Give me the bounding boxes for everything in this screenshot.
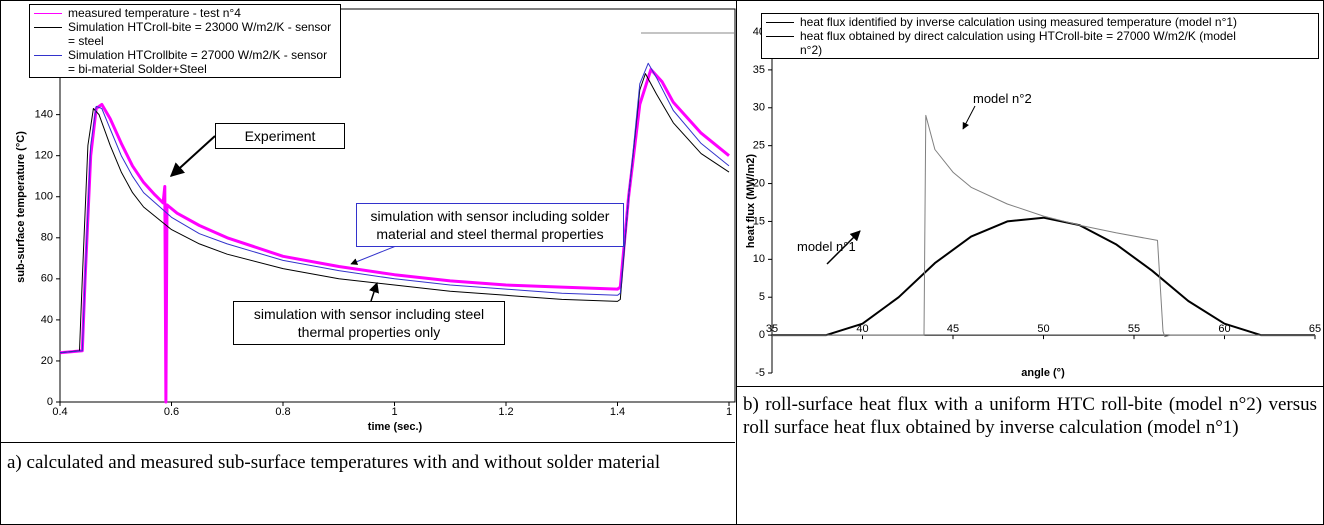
x-tick-label: 0.4 (52, 406, 67, 418)
y-tick-label: 35 (753, 64, 765, 76)
legend-swatch (34, 55, 62, 56)
x-tick-label: 1 (391, 406, 397, 418)
y-tick-label: 30 (753, 102, 765, 114)
x-tick-label: 45 (947, 323, 959, 335)
series-line (59, 68, 730, 404)
series-line (772, 216, 1315, 337)
legend-swatch (766, 22, 794, 23)
x-tick-label: 1 (726, 406, 732, 418)
arrow (369, 282, 379, 302)
y-tick-label: 20 (753, 177, 765, 189)
x-tick-label: 65 (1309, 323, 1321, 335)
x-axis-title: time (sec.) (368, 421, 423, 433)
y-axis-title: heat flux (MW/m2) (745, 154, 757, 248)
y-tick-label: 10 (753, 253, 765, 265)
x-tick-label: 0.6 (164, 406, 179, 418)
x-tick-label: 35 (766, 323, 778, 335)
y-tick-label: 0 (759, 329, 765, 341)
x-tick-label: 50 (1037, 323, 1049, 335)
series-line (772, 114, 1315, 338)
y-tick-label: 25 (753, 140, 765, 152)
series-line (59, 62, 730, 354)
legend: heat flux identified by inverse calculat… (761, 13, 1319, 59)
annotation: Experiment (215, 123, 345, 149)
legend-label: heat flux obtained by direct calculation… (800, 29, 1236, 57)
x-tick-label: 1.4 (610, 406, 625, 418)
arrow (169, 135, 216, 177)
annotation: simulation with sensor including steel t… (233, 301, 505, 345)
y-tick-label: 40 (41, 314, 53, 326)
x-axis-title: angle (°) (1021, 367, 1065, 379)
x-tick-label: 55 (1128, 323, 1140, 335)
y-axis-title: sub-surface temperature (°C) (15, 131, 27, 283)
y-tick-label: 100 (35, 191, 53, 203)
caption: b) roll-surface heat flux with a uniform… (737, 386, 1323, 439)
legend-item: Simulation HTCrollbite = 27000 W/m2/K - … (34, 48, 336, 76)
y-tick-label: 80 (41, 232, 53, 244)
chart-a: 0204060801001201401600.40.60.811.21.41su… (15, 8, 736, 433)
legend-swatch (766, 36, 794, 37)
legend-label: Simulation HTCroll-bite = 23000 W/m2/K -… (68, 20, 332, 48)
legend-label: Simulation HTCrollbite = 27000 W/m2/K - … (68, 48, 328, 76)
legend-label: measured temperature - test n°4 (68, 6, 241, 20)
legend-label: heat flux identified by inverse calculat… (800, 15, 1238, 29)
legend-item: heat flux identified by inverse calculat… (766, 15, 1314, 29)
x-tick-label: 1.2 (498, 406, 513, 418)
legend-item: heat flux obtained by direct calculation… (766, 29, 1314, 57)
arrow (826, 230, 861, 265)
caption: a) calculated and measured sub-surface t… (1, 442, 735, 474)
y-tick-label: 0 (47, 396, 53, 408)
x-tick-label: 60 (1218, 323, 1230, 335)
panel-a: 0204060801001201401600.40.60.811.21.41su… (1, 1, 737, 524)
legend-item: measured temperature - test n°4 (34, 6, 336, 20)
y-tick-label: 60 (41, 273, 53, 285)
legend-swatch (34, 13, 62, 14)
annotation: simulation with sensor including solder … (356, 203, 624, 247)
annotation: model n°1 (797, 239, 856, 254)
y-tick-label: 140 (35, 109, 53, 121)
y-tick-label: 5 (759, 291, 765, 303)
panel-b: -5 0 5 10 15 20 25 30 35 40 35 40 45 50 55 60 65 heat flu… (737, 1, 1323, 524)
x-tick-label: 0.8 (275, 406, 290, 418)
legend-swatch (34, 27, 62, 28)
legend: measured temperature - test n°4 Simulatio… (29, 4, 341, 78)
series-line (59, 73, 730, 354)
arrow (962, 105, 976, 130)
legend-item: Simulation HTCroll-bite = 23000 W/m2/K -… (34, 20, 336, 48)
annotation: model n°2 (973, 91, 1032, 106)
y-tick-label: 15 (753, 215, 765, 227)
y-tick-label: 20 (41, 355, 53, 367)
y-tick-label: 120 (35, 150, 53, 162)
arrow (350, 245, 397, 265)
y-tick-label: -5 (755, 367, 765, 379)
x-tick-label: 40 (856, 323, 868, 335)
